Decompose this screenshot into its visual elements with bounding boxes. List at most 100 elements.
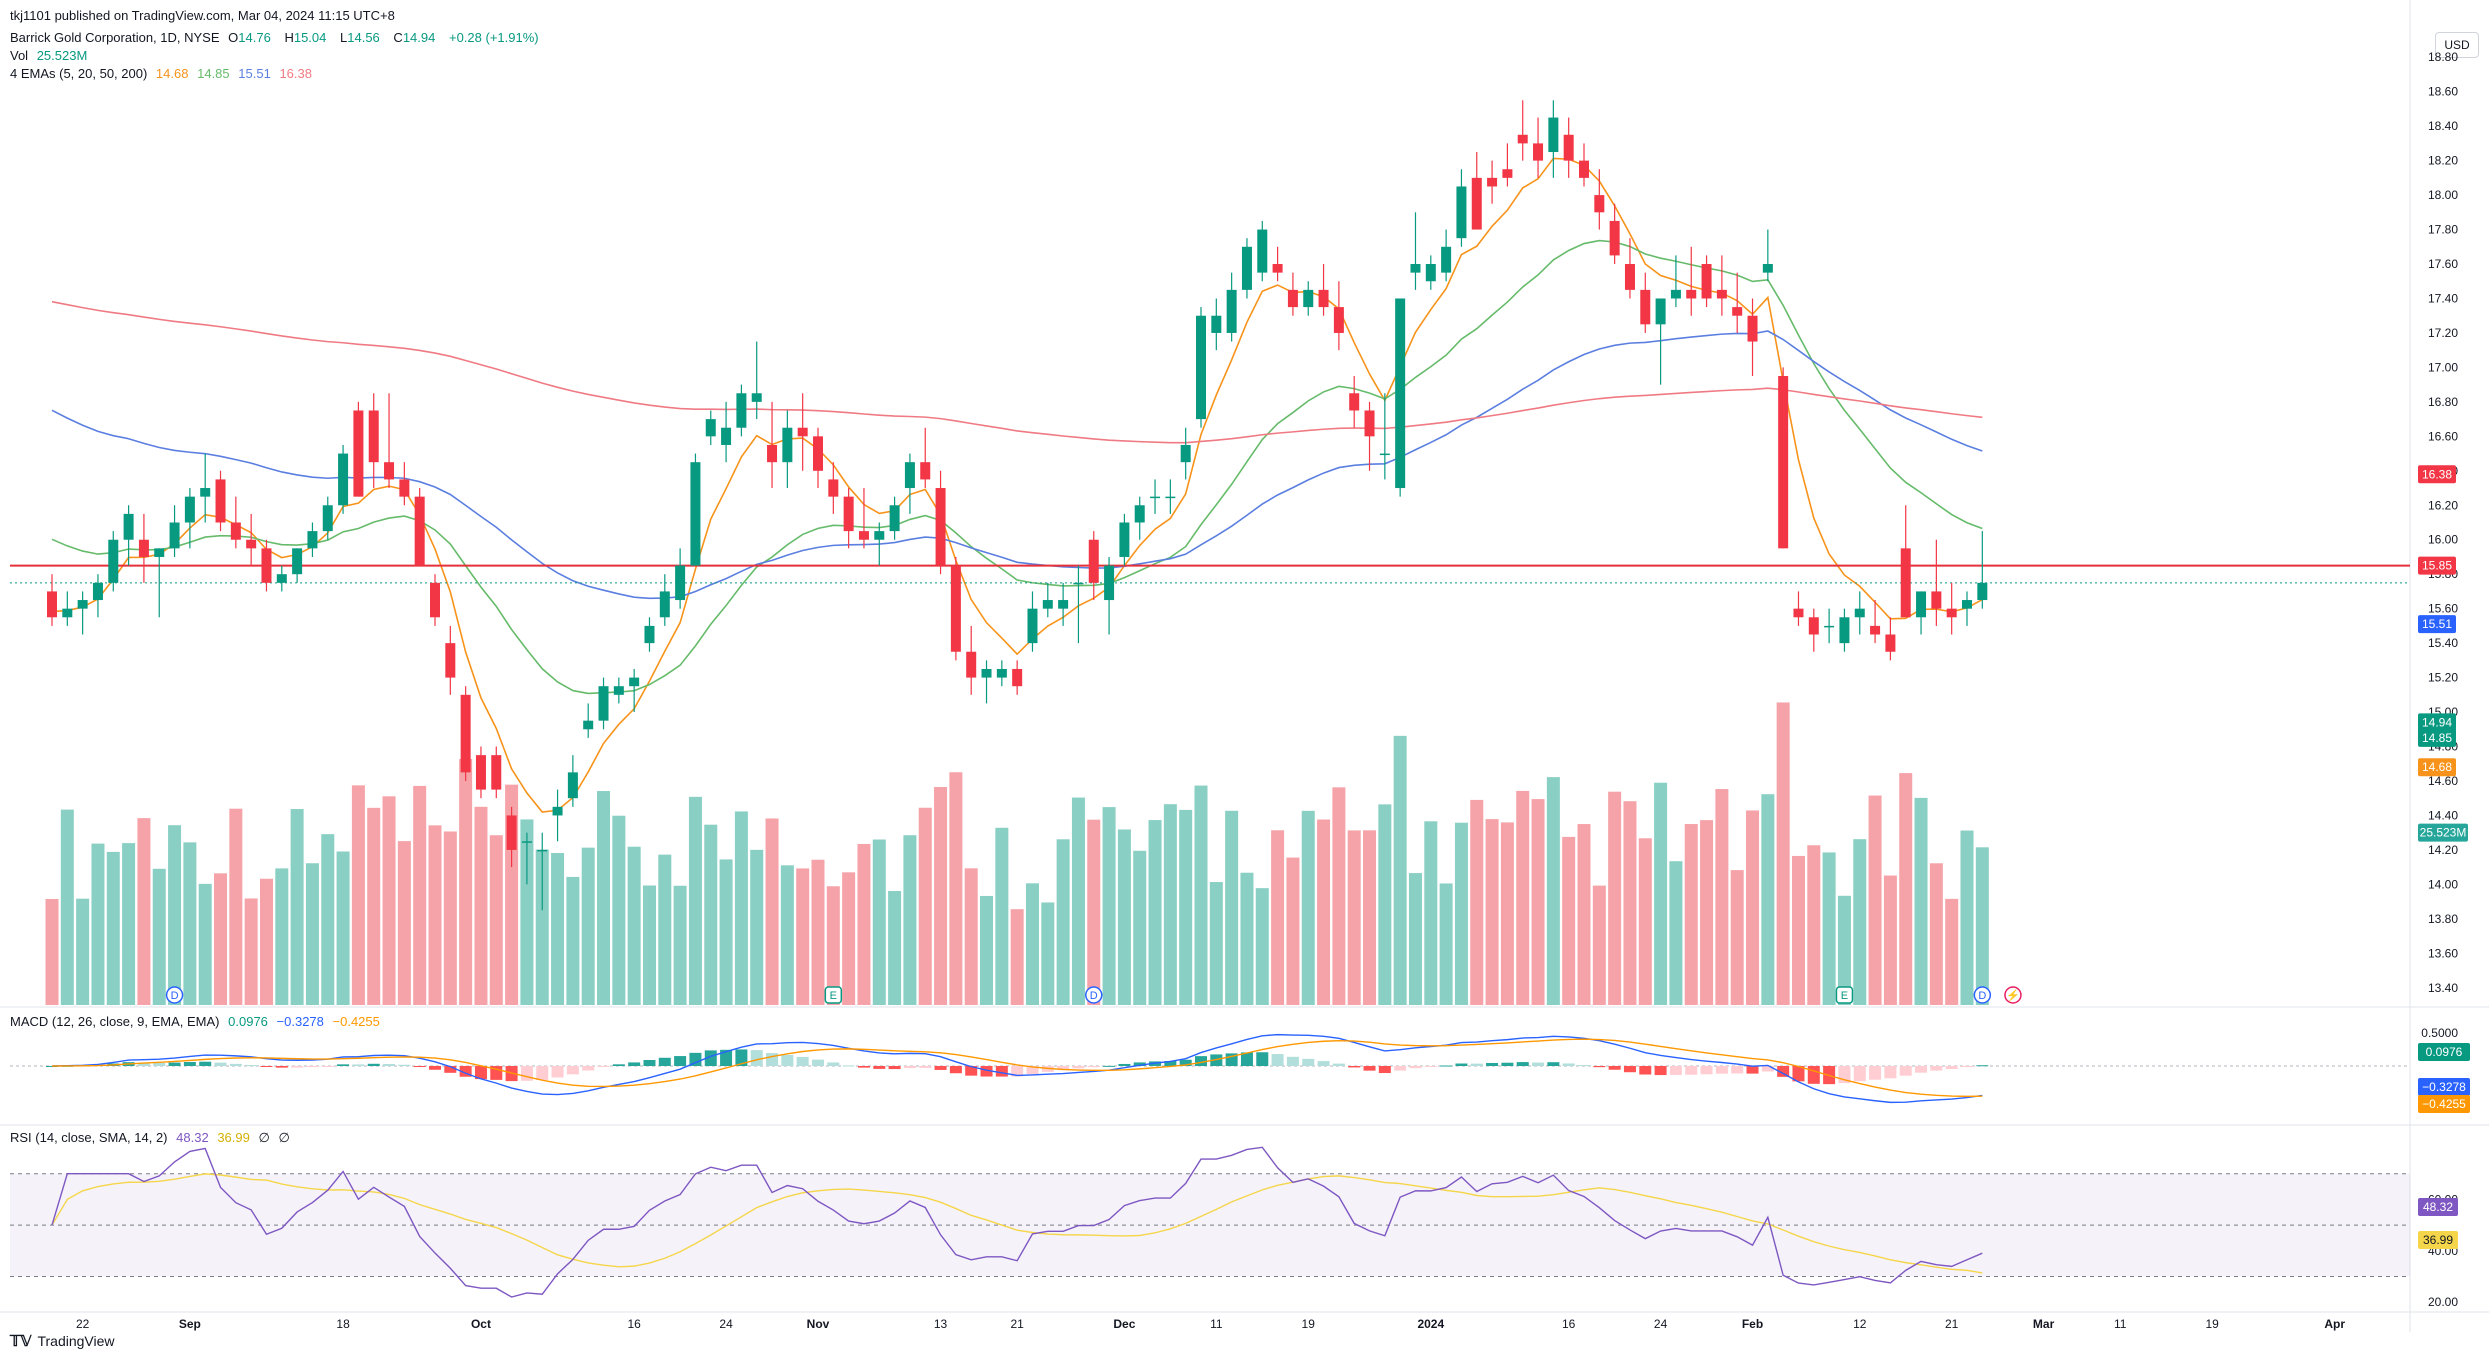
event-marker-icon[interactable]: D	[165, 986, 184, 1004]
candle-body	[307, 531, 318, 549]
macd-axis-label-text: −0.3278	[2422, 1080, 2466, 1094]
volume-bar	[1347, 830, 1361, 1005]
candle	[1119, 513, 1130, 566]
candle	[384, 393, 395, 489]
macd-hist-bar	[658, 1057, 671, 1066]
macd-hist-bar	[796, 1056, 809, 1066]
macd-hist-bar	[306, 1066, 319, 1068]
candle	[1456, 169, 1467, 247]
volume-bar	[581, 847, 595, 1005]
event-marker-icon[interactable]: E	[824, 986, 843, 1004]
rsi-axis-label: 48.32	[2418, 1198, 2458, 1216]
candle	[1747, 298, 1758, 377]
volume-bar	[1317, 819, 1331, 1005]
macd-hist-bar	[1547, 1062, 1560, 1066]
volume-bar	[1684, 824, 1698, 1005]
candle-body	[1058, 600, 1069, 609]
volume-bar	[1041, 902, 1055, 1005]
volume-bar	[980, 895, 994, 1005]
macd-hist-bar	[674, 1056, 687, 1066]
candle	[935, 470, 946, 575]
event-marker-icon[interactable]: D	[1973, 986, 1992, 1004]
macd-hist-bar	[812, 1059, 824, 1066]
price-axis-label-bg	[2418, 728, 2456, 747]
event-marker-icon[interactable]: E	[1835, 986, 1854, 1004]
price-axis-label: 14.94	[2418, 713, 2456, 732]
macd-hist-bar	[1164, 1060, 1177, 1066]
macd-hist-bar	[1179, 1059, 1192, 1066]
price-axis-label-text: 14.94	[2422, 715, 2452, 729]
volume-bar	[1163, 804, 1177, 1005]
candle	[460, 686, 471, 781]
candle	[1624, 238, 1635, 299]
candle	[1165, 479, 1176, 514]
candle-body	[1594, 195, 1605, 213]
macd-hist-bar	[1332, 1063, 1345, 1066]
price-axis-label: 15.85	[2418, 556, 2456, 575]
candle	[797, 393, 808, 471]
candle	[1931, 539, 1942, 626]
price-tick-label: 15.20	[2428, 671, 2458, 685]
event-marker-icon[interactable]: ⚡	[2004, 986, 2022, 1004]
volume-bar	[1087, 819, 1101, 1005]
symbol-name: Barrick Gold Corporation, 1D, NYSE	[10, 30, 220, 45]
macd-hist-bar	[229, 1063, 242, 1066]
macd-hist-bar	[934, 1066, 947, 1070]
candle	[1579, 143, 1589, 187]
volume-bar	[918, 807, 932, 1005]
candle	[552, 789, 563, 842]
macd-hist-bar	[689, 1052, 702, 1066]
candle-body	[1487, 177, 1498, 187]
symbol-legend[interactable]: Barrick Gold Corporation, 1D, NYSE O14.7…	[10, 30, 544, 45]
candle-body	[47, 591, 57, 618]
macd-hist-bar	[1623, 1066, 1636, 1073]
ema200-line	[51, 300, 1983, 444]
volume-bar	[1592, 885, 1606, 1005]
volume-bar	[765, 818, 779, 1005]
volume-bar	[367, 807, 381, 1005]
macd-hist-bar	[628, 1062, 641, 1066]
candle-body	[1762, 264, 1773, 273]
candle	[1808, 608, 1819, 652]
rsi-axis-label-bg	[2418, 1231, 2458, 1249]
footer-brand[interactable]: 𝕋𝕍 TradingView	[10, 1332, 115, 1350]
volume-bar	[1899, 773, 1913, 1005]
candle	[1150, 479, 1161, 514]
volume-bar	[949, 772, 963, 1005]
candle	[904, 453, 915, 514]
macd-legend[interactable]: MACD (12, 26, close, 9, EMA, EMA) 0.0976…	[10, 1014, 385, 1029]
candle-body	[1471, 177, 1482, 230]
event-marker-icon[interactable]: D	[1085, 986, 1103, 1004]
volume-bar	[535, 849, 549, 1005]
price-tick-label: 14.00	[2428, 877, 2458, 891]
candle	[1379, 393, 1390, 480]
candle	[1594, 169, 1605, 230]
macd-hist-bar	[1915, 1066, 1928, 1073]
candle-body	[782, 427, 793, 463]
macd-hist-bar	[1026, 1066, 1039, 1075]
rsi-legend[interactable]: RSI (14, close, SMA, 14, 2) 48.32 36.99 …	[10, 1130, 295, 1146]
volume-bar	[1791, 855, 1805, 1005]
candle	[1854, 591, 1865, 635]
price-axis-label-bg	[2418, 556, 2456, 575]
volume-bar	[627, 846, 641, 1005]
event-marker-text: E	[1841, 990, 1848, 1002]
macd-hist-bar	[1792, 1066, 1805, 1082]
ema-legend[interactable]: 4 EMAs (5, 20, 50, 200) 14.68 14.85 15.5…	[10, 66, 317, 81]
price-tick-label: 13.60	[2428, 946, 2458, 960]
candle	[1410, 212, 1421, 290]
volume-bar	[1516, 790, 1530, 1005]
volume-bar	[1669, 861, 1683, 1005]
candle	[1885, 617, 1896, 661]
event-marker-text: D	[1090, 990, 1098, 1002]
candle-body	[445, 643, 456, 678]
candle	[583, 703, 594, 738]
candle	[736, 384, 747, 437]
time-tick-label: Sep	[179, 1317, 201, 1331]
currency-button[interactable]: USD	[2435, 32, 2479, 58]
macd-hist-bar	[183, 1062, 196, 1066]
macd-hist-bar	[735, 1049, 748, 1066]
volume-legend[interactable]: Vol 25.523M	[10, 48, 92, 63]
candle	[123, 505, 134, 566]
